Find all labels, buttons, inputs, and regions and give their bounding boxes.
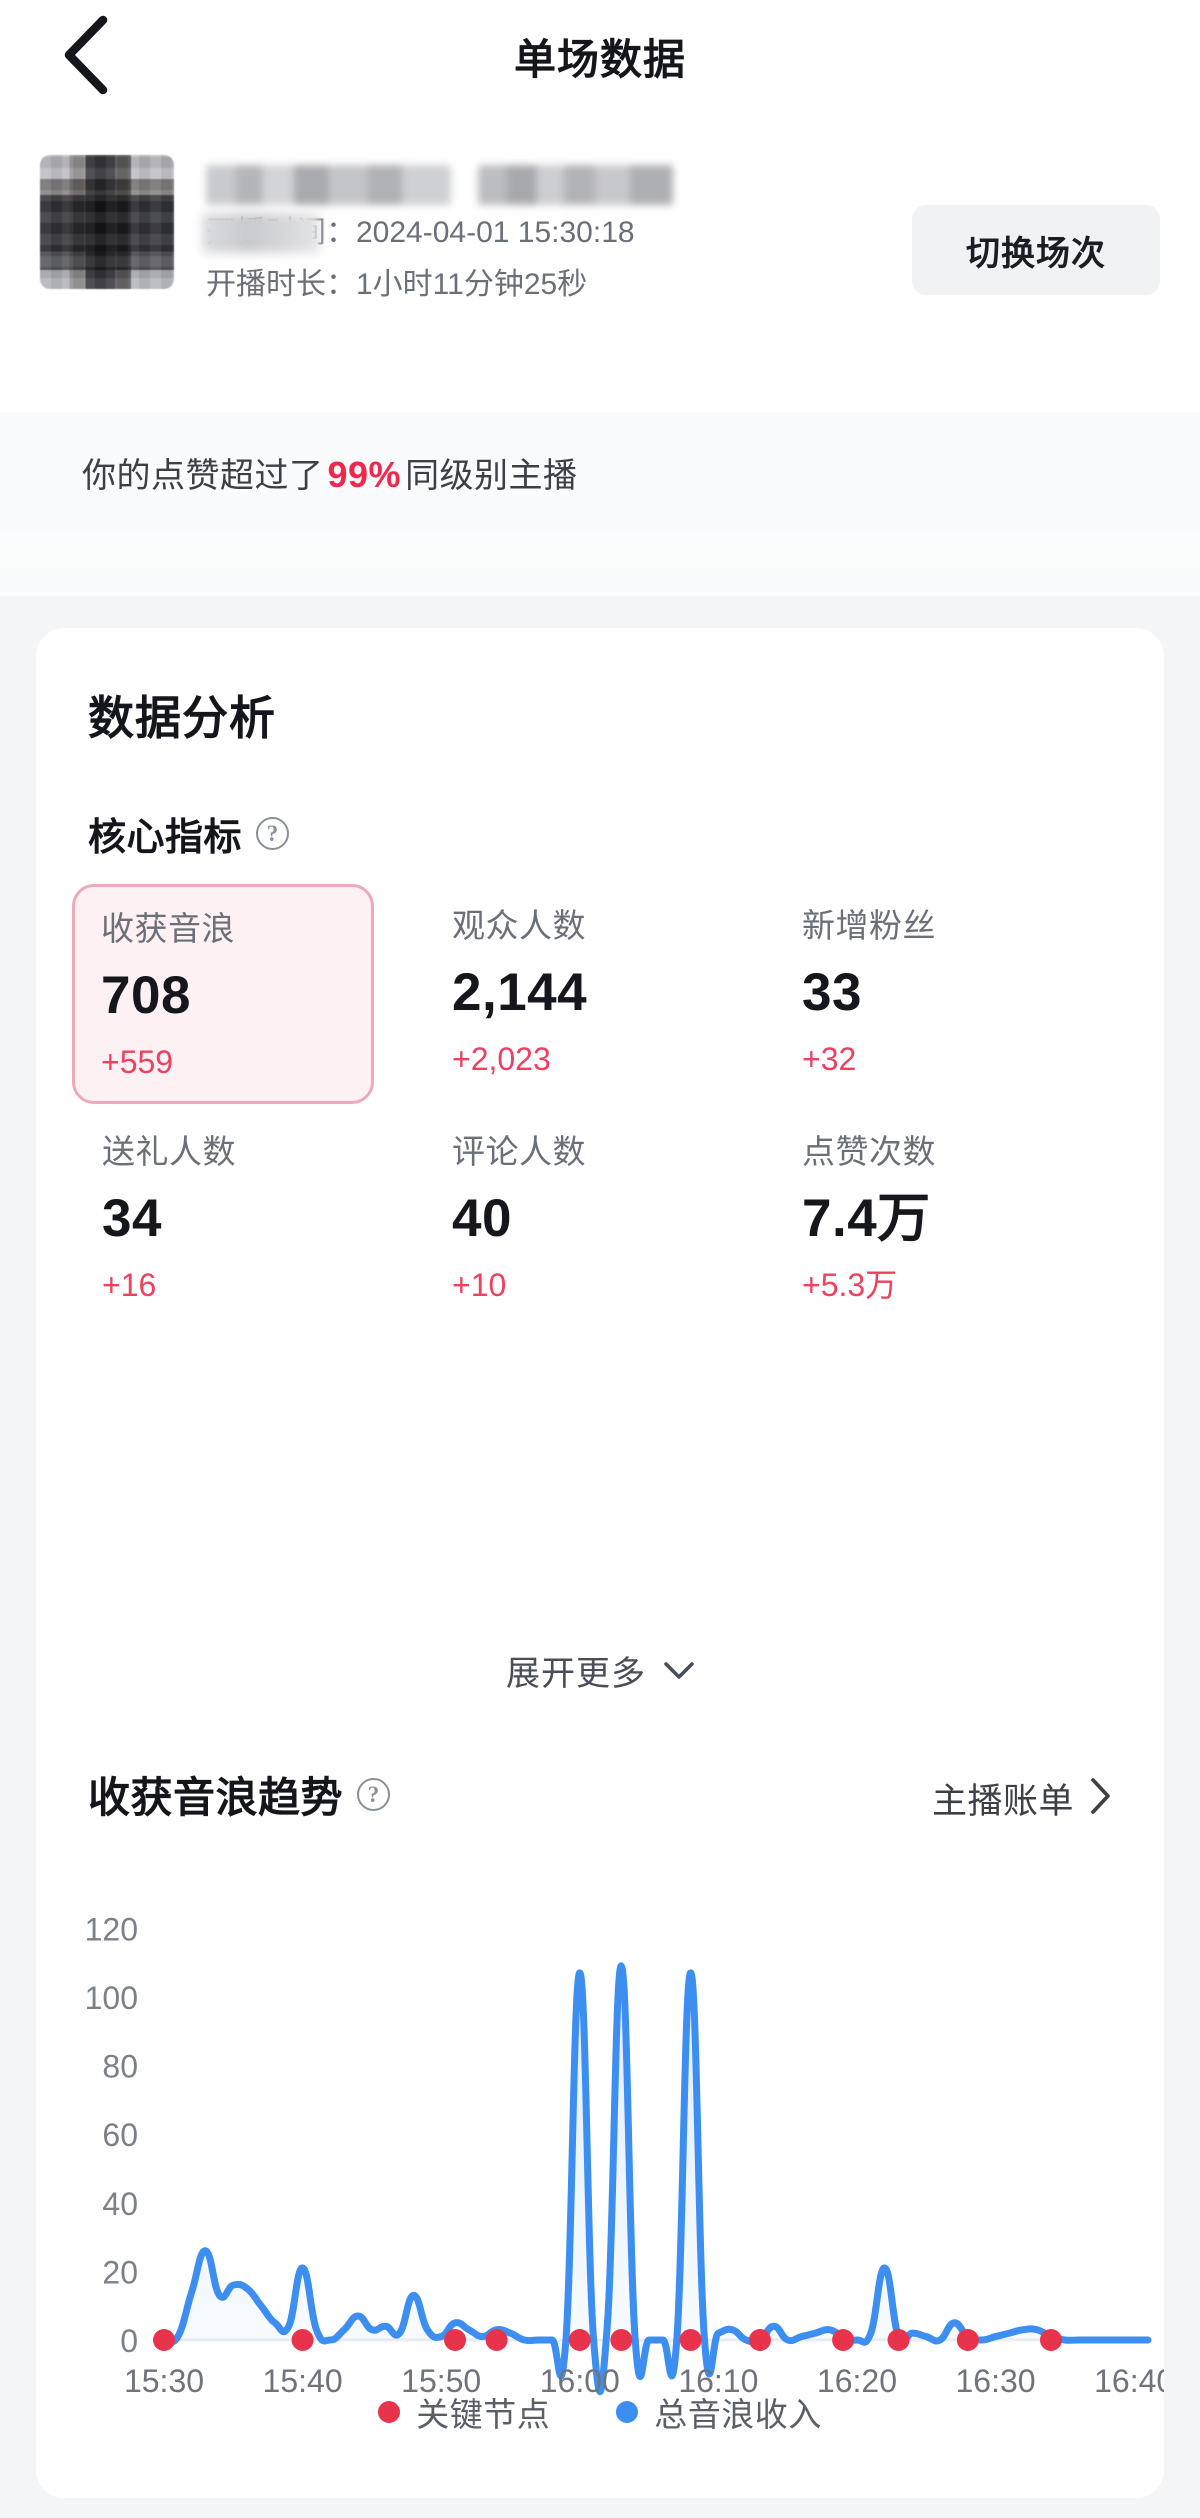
metric-value: 33 [802,962,862,1022]
y-axis-tick-label: 60 [102,2117,138,2153]
x-axis-tick-label: 16:10 [678,2363,758,2399]
legend-color-dot [378,2401,401,2423]
navigation-bar: 单场数据 [0,0,1200,112]
chart-keypoint-marker[interactable] [485,2329,508,2351]
help-icon[interactable]: ? [256,817,290,850]
x-axis-tick-label: 16:20 [817,2363,897,2399]
duration-label: 开播时长：1小时11分钟25秒 [206,268,588,301]
chart-keypoint-marker[interactable] [832,2329,855,2351]
like-rank-percent: 99% [327,453,402,495]
metric-label: 点赞次数 [802,1133,936,1171]
metric-value: 2,144 [452,962,588,1022]
expand-more-button[interactable]: 展开更多 [36,1646,1164,1695]
metric-label: 送礼人数 [102,1133,236,1171]
like-rank-prefix: 你的点赞超过了 [82,456,324,495]
metric-delta: +10 [452,1267,507,1304]
chart-legend: 关键节点 总音浪收入 [36,2388,1164,2436]
chart-area-fill [164,1966,1148,2392]
core-metrics-label: 核心指标 [88,817,243,859]
chart-keypoint-marker[interactable] [568,2329,591,2351]
anchor-bill-label: 主播账单 [931,1782,1074,1821]
metric-value: 708 [101,965,191,1025]
chart-keypoint-marker[interactable] [887,2329,910,2351]
analysis-title: 数据分析 [88,692,276,744]
y-axis-tick-label: 20 [102,2254,138,2290]
x-axis-tick-label: 15:30 [124,2363,204,2399]
core-metrics-header: 核心指标 ? [88,806,290,861]
switch-session-button[interactable]: 切换场次 [912,205,1160,295]
x-axis-tick-label: 16:40 [1094,2363,1164,2399]
x-axis-tick-label: 15:40 [263,2363,343,2399]
yinlang-trend-chart[interactable]: 0 20 40 60 80 100 120 15:30 15:40 15:50 16:00 16:10… [36,1878,1164,2458]
nickname-row [206,161,912,207]
x-axis-tick-label: 15:50 [401,2363,481,2399]
chart-keypoint-marker[interactable] [610,2329,633,2351]
start-time-redaction [202,213,320,253]
legend-item-keypoint[interactable]: 关键节点 [378,2388,550,2436]
page-title: 单场数据 [513,35,686,83]
avatar-mosaic-grid [40,155,174,289]
expand-more-label: 展开更多 [506,1655,646,1693]
avatar[interactable] [40,155,174,289]
chart-keypoint-marker[interactable] [748,2329,771,2351]
metric-label: 收获音浪 [101,910,235,947]
metric-delta: +5.3万 [802,1267,898,1304]
metric-card-gifters[interactable]: 送礼人数 34 +16 [76,1110,426,1324]
y-axis-tick-label: 80 [102,2049,138,2085]
session-summary: 开播时间：2024-04-01 15:30:18 开播时长：1小时11分钟25秒… [40,155,1160,315]
metric-value: 34 [102,1188,162,1248]
metric-card-commenters[interactable]: 评论人数 40 +10 [426,1110,776,1324]
start-time-row: 开播时间：2024-04-01 15:30:18 [202,207,912,259]
nickname-redacted-secondary [478,165,673,205]
like-rank-suffix: 同级别主播 [405,456,578,495]
x-axis-tick-label: 16:30 [956,2363,1036,2399]
metric-card-yinlang[interactable]: 收获音浪 708 +559 [72,884,374,1105]
x-axis-tick-label: 16:00 [540,2363,620,2399]
chart-keypoint-marker[interactable] [444,2329,467,2351]
metric-label: 新增粉丝 [802,907,936,944]
metric-card-likes[interactable]: 点赞次数 7.4万 +5.3万 [776,1110,1126,1324]
chart-line-total-income [160,1962,1152,2395]
legend-item-total-income[interactable]: 总音浪收入 [616,2388,822,2436]
chart-keypoint-marker[interactable] [956,2329,979,2351]
metric-delta: +32 [802,1040,857,1077]
metric-value: 40 [452,1188,512,1248]
y-axis-tick-label: 100 [85,1980,138,2016]
metric-card-new-fans[interactable]: 新增粉丝 33 +32 [776,884,1126,1104]
session-info: 开播时间：2024-04-01 15:30:18 开播时长：1小时11分钟25秒 [202,155,912,311]
anchor-bill-link[interactable]: 主播账单 [932,1773,1112,1824]
like-rank-banner: 你的点赞超过了 99% 同级别主播 [0,412,1200,532]
metric-card-viewers[interactable]: 观众人数 2,144 +2,023 [426,884,776,1104]
chevron-down-icon [664,1661,694,1680]
core-metrics-grid: 收获音浪 708 +559 观众人数 2,144 +2,023 新增粉丝 33 … [72,884,1126,1324]
avatar-mosaic [40,155,174,289]
legend-label: 总音浪收入 [654,2396,822,2433]
metric-delta: +559 [101,1043,174,1080]
legend-label: 关键节点 [416,2396,551,2433]
metric-delta: +2,023 [452,1040,551,1077]
chart-keypoint-marker[interactable] [679,2329,702,2351]
help-icon[interactable]: ? [357,1778,391,1811]
back-button[interactable] [40,10,130,100]
trend-header: 收获音浪趋势 ? [88,1764,391,1825]
metric-label: 观众人数 [452,907,586,944]
metric-label: 评论人数 [452,1133,586,1171]
chart-keypoint-marker[interactable] [153,2329,175,2351]
trend-title: 收获音浪趋势 [88,1774,344,1821]
chevron-left-icon [59,14,111,96]
nickname-redacted [206,165,451,205]
metric-delta: +16 [102,1267,157,1304]
y-axis-tick-label: 40 [102,2186,138,2222]
y-axis-tick-label: 0 [120,2323,138,2359]
chart-keypoint-marker[interactable] [1039,2329,1062,2351]
chart-keypoint-marker[interactable] [291,2329,314,2351]
like-rank-text: 你的点赞超过了 99% 同级别主播 [82,448,578,497]
analysis-card: 数据分析 核心指标 ? 收获音浪 708 +559 观众人数 2,144 +2,… [36,628,1164,2498]
chart-canvas: 0 20 40 60 80 100 120 15:30 15:40 15:50 16:00 16:10… [85,1911,1164,2399]
legend-color-dot [616,2401,639,2423]
metric-value: 7.4万 [802,1188,931,1248]
chevron-right-icon [1090,1777,1112,1820]
y-axis-tick-label: 120 [85,1911,138,1947]
